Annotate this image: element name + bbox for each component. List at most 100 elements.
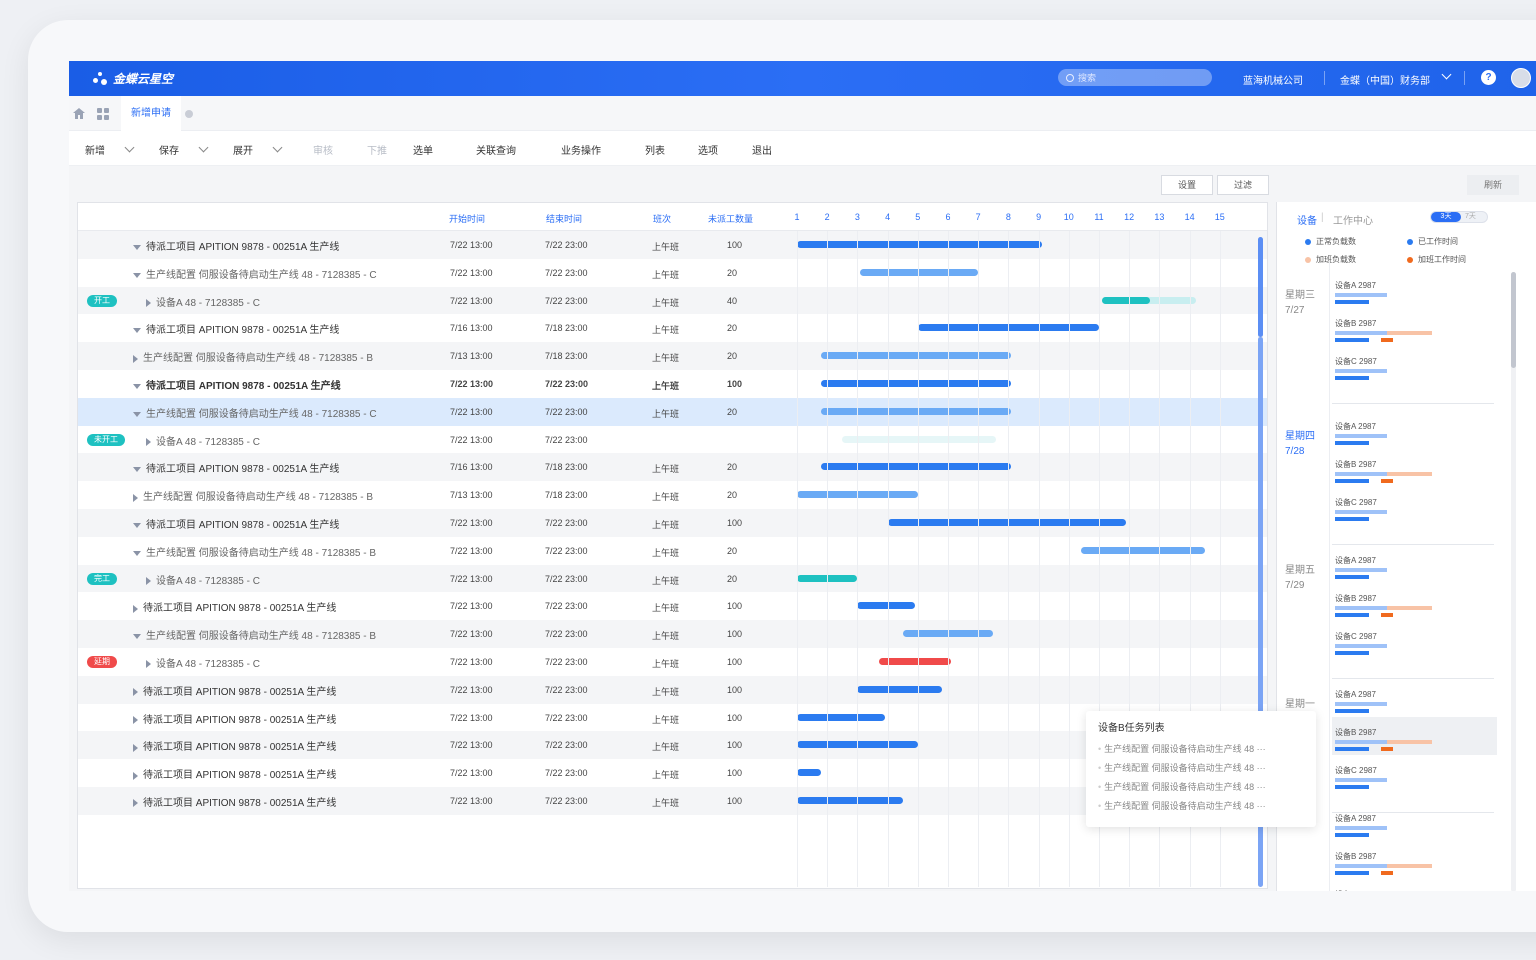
expand-icon[interactable]	[133, 743, 138, 752]
gantt-bar[interactable]	[1080, 546, 1205, 554]
toolbar-8-button[interactable]: 列表	[645, 146, 665, 157]
toolbar-7-button[interactable]: 业务操作	[561, 146, 601, 157]
toolbar-5-button[interactable]: 选单	[413, 146, 433, 157]
tab-work-center[interactable]: 工作中心	[1333, 216, 1373, 227]
collapse-icon[interactable]	[133, 272, 141, 278]
chevron-down-icon[interactable]	[272, 142, 283, 153]
table-row[interactable]: 待派工项目 APITION 9878 - 00251A 生产线 7/22 13:0…	[78, 592, 1267, 620]
gantt-bar[interactable]	[857, 602, 915, 610]
collapse-icon[interactable]	[133, 411, 141, 417]
table-row[interactable]: 待派工项目 APITION 9878 - 00251A 生产线 7/16 13:0…	[78, 314, 1267, 342]
table-row[interactable]: 生产线配置 伺服设备待启动生产线 48 - 7128385 - B 7/13 13…	[78, 481, 1267, 509]
tooltip-task-item[interactable]: • 生产线配置 伺服设备待启动生产线 48 ···	[1098, 780, 1304, 793]
table-row[interactable]: 未开工 设备A 48 - 7128385 - C 7/22 13:00 7/22 23…	[78, 426, 1267, 454]
expand-icon[interactable]	[133, 493, 138, 502]
device-label[interactable]: 设备A 2987	[1335, 814, 1376, 823]
search-input[interactable]: 搜索	[1058, 69, 1212, 86]
panel-scrollbar[interactable]	[1511, 272, 1516, 891]
table-row[interactable]: 生产线配置 伺服设备待启动生产线 48 - 7128385 - B 7/22 13…	[78, 620, 1267, 648]
settings-button[interactable]: 设置	[1161, 175, 1213, 195]
gantt-bar[interactable]	[821, 463, 1012, 471]
gantt-bar[interactable]	[887, 519, 1127, 526]
chevron-down-icon[interactable]	[198, 142, 209, 153]
table-row[interactable]: 延期 设备A 48 - 7128385 - C 7/22 13:00 7/22 23:…	[78, 648, 1267, 676]
help-icon[interactable]: ?	[1481, 70, 1496, 85]
gantt-bar[interactable]	[878, 658, 951, 665]
table-row[interactable]: 生产线配置 伺服设备待启动生产线 48 - 7128385 - B 7/13 13…	[78, 342, 1267, 370]
gantt-bar[interactable]	[797, 713, 885, 721]
device-label[interactable]: 设备C 2987	[1335, 889, 1377, 891]
close-icon[interactable]	[185, 110, 193, 118]
expand-icon[interactable]	[133, 688, 138, 697]
table-row[interactable]: 待派工项目 APITION 9878 - 00251A 生产线 7/22 13:0…	[78, 675, 1267, 704]
collapse-icon[interactable]	[133, 522, 141, 528]
logo[interactable]: 金蝶云星空	[93, 70, 173, 87]
toolbar-0-button[interactable]: 新增	[85, 146, 105, 157]
gantt-bar[interactable]	[821, 380, 1012, 387]
table-row[interactable]: 待派工项目 APITION 9878 - 00251A 生产线 7/22 13:0…	[78, 759, 1267, 787]
table-row[interactable]: 待派工项目 APITION 9878 - 00251A 生产线 7/22 13:0…	[78, 509, 1267, 537]
column-end-time[interactable]: 结束时间	[546, 214, 583, 224]
table-row[interactable]: 待派工项目 APITION 9878 - 00251A 生产线 7/22 13:0…	[78, 704, 1267, 732]
device-label[interactable]: 设备C 2987	[1335, 498, 1377, 507]
column-start-time[interactable]: 开始时间	[449, 214, 486, 224]
toolbar-6-button[interactable]: 关联查询	[476, 146, 516, 157]
gantt-bar[interactable]	[797, 241, 1042, 248]
toggle-7-days[interactable]: 7天	[1465, 213, 1476, 220]
apps-grid-icon[interactable]	[97, 108, 109, 120]
collapse-icon[interactable]	[133, 634, 141, 640]
gantt-bar[interactable]	[821, 407, 1012, 415]
org-switcher[interactable]: 金蝶（中国）财务部	[1340, 76, 1430, 87]
table-row[interactable]: 生产线配置 伺服设备待启动生产线 48 - 7128385 - C 7/22 13…	[78, 259, 1267, 287]
toolbar-2-button[interactable]: 展开	[233, 146, 253, 157]
expand-icon[interactable]	[133, 354, 138, 363]
gantt-bar[interactable]	[821, 352, 1012, 360]
chevron-down-icon[interactable]	[124, 142, 135, 153]
table-row[interactable]: 待派工项目 APITION 9878 - 00251A 生产线 7/16 13:0…	[78, 453, 1267, 482]
tooltip-task-item[interactable]: • 生产线配置 伺服设备待启动生产线 48 ···	[1098, 799, 1304, 812]
filter-button[interactable]: 过滤	[1217, 175, 1269, 195]
device-label[interactable]: 设备B 2987	[1335, 594, 1377, 603]
gantt-bar[interactable]	[857, 685, 942, 693]
expand-icon[interactable]	[146, 576, 151, 585]
tab-device[interactable]: 设备	[1297, 216, 1317, 227]
tab-new-request[interactable]: 新增申请	[121, 96, 181, 131]
device-label[interactable]: 设备A 2987	[1335, 690, 1376, 699]
table-row[interactable]: 生产线配置 伺服设备待启动生产线 48 - 7128385 - B 7/22 13…	[78, 537, 1267, 565]
refresh-button[interactable]: 刷新	[1467, 175, 1519, 195]
device-label[interactable]: 设备A 2987	[1335, 422, 1376, 431]
gantt-bar[interactable]	[860, 268, 979, 276]
table-row[interactable]: 开工 设备A 48 - 7128385 - C 7/22 13:00 7/22 23:…	[78, 286, 1267, 315]
tooltip-task-item[interactable]: • 生产线配置 伺服设备待启动生产线 48 ···	[1098, 742, 1304, 755]
expand-icon[interactable]	[133, 799, 138, 808]
table-row[interactable]: 完工 设备A 48 - 7128385 - C 7/22 13:00 7/22 23:…	[78, 564, 1267, 593]
expand-icon[interactable]	[133, 771, 138, 780]
device-label[interactable]: 设备B 2987	[1335, 460, 1377, 469]
expand-icon[interactable]	[133, 604, 138, 613]
toggle-3-days[interactable]: 3天	[1431, 212, 1461, 222]
toolbar-1-button[interactable]: 保存	[159, 146, 179, 157]
gantt-scrollbar[interactable]	[1258, 237, 1263, 887]
gantt-bar[interactable]	[797, 769, 822, 777]
expand-icon[interactable]	[133, 715, 138, 724]
device-label[interactable]: 设备B 2987	[1335, 728, 1377, 737]
table-row[interactable]: 待派工项目 APITION 9878 - 00251A 生产线 7/22 13:0…	[78, 370, 1267, 398]
collapse-icon[interactable]	[133, 467, 141, 473]
column-unassigned-qty[interactable]: 未派工数量	[708, 214, 754, 224]
device-label[interactable]: 设备B 2987	[1335, 852, 1377, 861]
toolbar-10-button[interactable]: 退出	[752, 146, 772, 157]
chevron-down-icon[interactable]	[1441, 69, 1452, 80]
collapse-icon[interactable]	[133, 328, 141, 334]
gantt-bar[interactable]	[902, 630, 994, 638]
toolbar-9-button[interactable]: 选项	[698, 146, 718, 157]
column-shift[interactable]: 班次	[653, 214, 672, 224]
device-label[interactable]: 设备B 2987	[1335, 319, 1377, 328]
table-row[interactable]: 生产线配置 伺服设备待启动生产线 48 - 7128385 - C 7/22 13…	[78, 397, 1267, 426]
home-icon[interactable]	[73, 108, 85, 119]
expand-icon[interactable]	[146, 298, 151, 307]
expand-icon[interactable]	[146, 660, 151, 669]
device-label[interactable]: 设备C 2987	[1335, 632, 1377, 641]
table-row[interactable]: 待派工项目 APITION 9878 - 00251A 生产线 7/22 13:0…	[78, 231, 1267, 259]
device-label[interactable]: 设备A 2987	[1335, 556, 1376, 565]
collapse-icon[interactable]	[133, 383, 141, 389]
